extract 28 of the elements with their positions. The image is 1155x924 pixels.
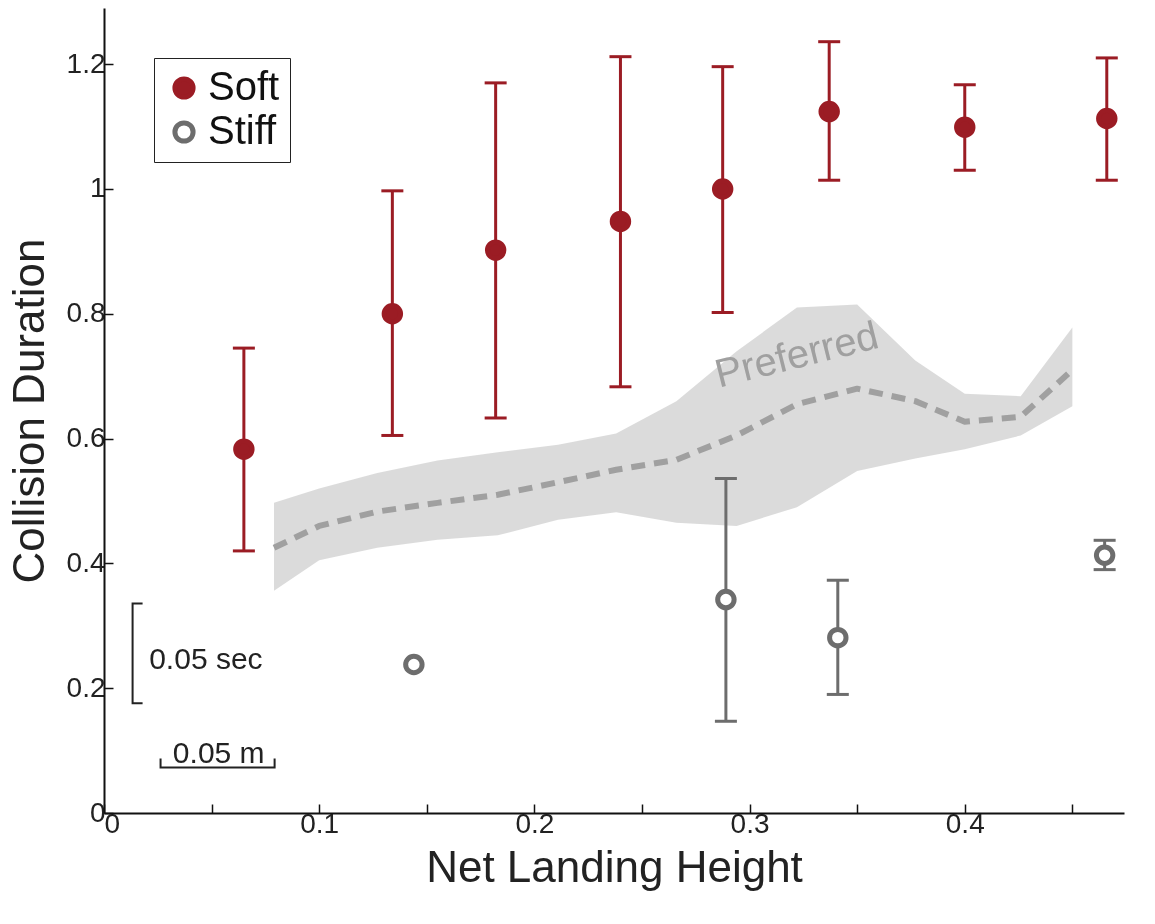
legend-label: Soft	[208, 64, 280, 108]
annotation: 0.05 sec	[149, 642, 263, 676]
y-axis-title: Collision Duration	[3, 238, 53, 584]
point	[818, 100, 840, 123]
point	[1096, 107, 1118, 130]
point	[381, 303, 404, 325]
x-axis-title: Net Landing Height	[426, 841, 803, 891]
y-tick-label: 0.8	[66, 297, 106, 329]
legend-label: Stiff	[208, 108, 278, 152]
point	[954, 116, 976, 138]
x-tick-label: 0.1	[300, 807, 340, 839]
point	[609, 210, 632, 233]
text: Preferred	[710, 312, 883, 396]
y-tick-label: 0.2	[66, 671, 106, 703]
point	[711, 178, 734, 200]
x-tick-label: 0.3	[730, 807, 770, 839]
y-tick-label: 1.2	[66, 47, 106, 79]
y-tick-label: 0.4	[66, 546, 106, 578]
y-tick-label: 1	[89, 172, 106, 204]
x-tick-label: 0.2	[515, 807, 555, 839]
point	[233, 438, 255, 460]
point	[403, 653, 425, 676]
y-tick-label: 0.6	[66, 422, 106, 454]
x-tick-label: 0.4	[945, 807, 985, 839]
point	[715, 588, 737, 611]
point	[484, 239, 507, 261]
point	[827, 626, 849, 649]
annotation: 0.05 m	[172, 736, 265, 770]
